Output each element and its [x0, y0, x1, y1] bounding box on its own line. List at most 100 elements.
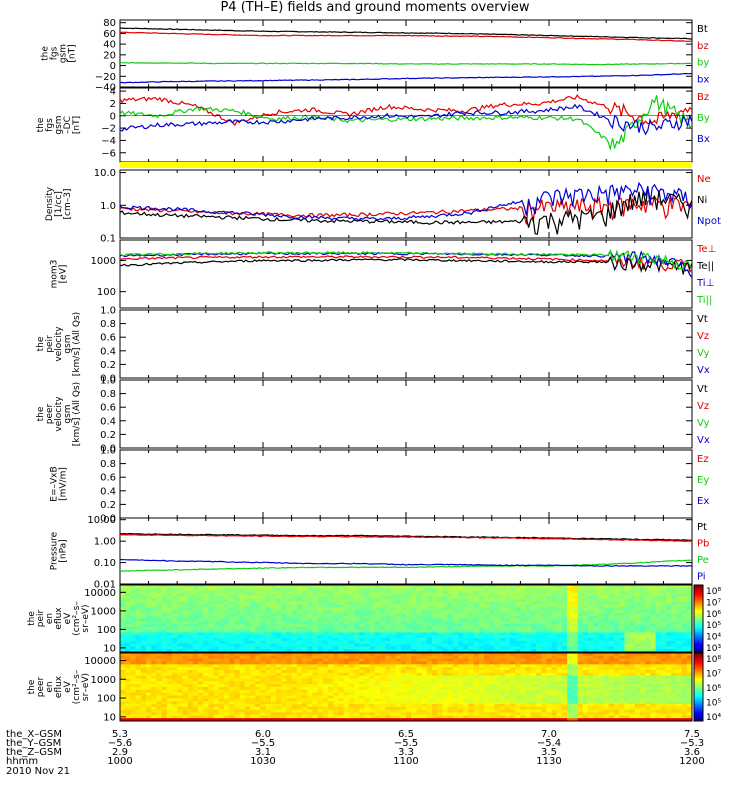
peer_eflux-cell: [328, 718, 334, 722]
peer_eflux-cell: [234, 675, 240, 679]
peir_eflux-cell: [629, 624, 636, 628]
peer_eflux-cell: [151, 701, 157, 705]
peer_eflux-cell: [416, 684, 422, 688]
fgs_dc-legend-By: By: [697, 113, 710, 124]
peir_eflux-cell: [203, 601, 209, 605]
peir_eflux-cell: [218, 635, 225, 639]
peir_eflux-cell: [390, 629, 396, 633]
peir_eflux-cell: [140, 615, 147, 619]
efield-ytick-label: 0.4: [100, 486, 116, 497]
peir_eflux-cell: [343, 635, 350, 639]
peir_eflux-cell: [146, 624, 152, 628]
peir_eflux-cell: [130, 612, 136, 617]
peer_eflux-cell: [489, 698, 495, 702]
peer_eflux-cell: [328, 689, 334, 694]
peir_eflux-cell: [354, 598, 360, 603]
peir_eflux-cell: [135, 590, 142, 594]
peer_eflux-cell: [270, 701, 277, 705]
peir_eflux-cell: [296, 615, 303, 619]
peir_eflux-cell: [603, 596, 610, 600]
peir_eflux-cell: [120, 638, 126, 642]
peer_eflux-cell: [130, 681, 136, 685]
peir_eflux-cell: [572, 643, 578, 647]
peer_eflux-cell: [390, 678, 396, 682]
vel_peir-frame: [119, 309, 693, 379]
peir_eflux-cell: [634, 590, 641, 594]
peir_eflux-cell: [556, 615, 563, 619]
peir_eflux-cell: [369, 604, 376, 608]
peir_eflux-cell: [660, 615, 667, 619]
peir_eflux-cell: [426, 635, 433, 639]
peer_eflux-cell: [276, 684, 282, 688]
peir_eflux-cell: [452, 629, 459, 633]
peer_eflux-cell: [473, 658, 480, 662]
peir_eflux-cell: [515, 587, 521, 591]
peir_eflux-cell: [499, 621, 506, 625]
peir_eflux-cell: [140, 621, 147, 625]
peir_eflux-cell: [489, 649, 495, 653]
peir_eflux-cell: [317, 624, 324, 628]
peir_eflux-cell: [281, 590, 287, 594]
peir_eflux-cell: [608, 596, 615, 600]
peer_eflux-cell: [385, 667, 391, 671]
peir_eflux-ylabel-line: (cm²–s–: [72, 601, 82, 636]
peer_eflux-cell: [244, 698, 251, 702]
peir_eflux-cell: [244, 626, 251, 631]
peir_eflux-cell: [286, 612, 292, 617]
peir_eflux-cell: [276, 626, 282, 631]
peir_eflux-cell: [385, 640, 391, 645]
peir_eflux-cell: [484, 604, 490, 608]
peer_eflux-cell: [484, 712, 490, 716]
peer_eflux-cell: [265, 692, 272, 696]
peir_eflux-cell: [686, 596, 693, 600]
peir_eflux-cell: [182, 646, 188, 650]
peir_eflux-cell: [489, 618, 495, 622]
peir_eflux-cell: [364, 626, 370, 631]
peir_eflux-cell: [536, 632, 542, 636]
peir_eflux-cell: [660, 610, 667, 614]
peir_eflux-cell: [192, 621, 199, 625]
peir_eflux-cell: [572, 585, 578, 589]
peer_eflux-cell: [478, 658, 485, 662]
peir_eflux-cell: [265, 646, 272, 650]
fgs-ytick-label: −40: [95, 83, 116, 94]
peir_eflux-cell: [426, 638, 433, 642]
peer_eflux-cell: [437, 718, 443, 722]
peir_eflux-cell: [291, 624, 298, 628]
peir_eflux-cell: [229, 635, 235, 639]
peir_eflux-cell: [390, 626, 396, 631]
peir_eflux-cell: [458, 601, 464, 605]
peir_eflux-cell: [187, 590, 194, 594]
peir_eflux-cell: [296, 610, 303, 614]
peir_eflux-cell: [348, 621, 355, 625]
peer_eflux-cell: [281, 684, 287, 688]
peir_eflux-cell: [338, 585, 344, 589]
peir_eflux-cell: [229, 601, 235, 605]
peir_eflux-cell: [135, 624, 142, 628]
peir_eflux-cell: [364, 585, 370, 589]
peir_eflux-cell: [244, 624, 251, 628]
peir_eflux-cell: [686, 646, 693, 650]
peer_eflux-cell: [208, 715, 214, 719]
peir_eflux-cell: [328, 618, 334, 622]
peer_eflux-cell: [328, 667, 334, 671]
peir_eflux-cell: [624, 598, 630, 603]
peer_eflux-cell: [421, 695, 428, 699]
peer_eflux-cell: [390, 718, 396, 722]
peer_eflux-cell: [437, 661, 443, 665]
peir_eflux-cell: [624, 618, 630, 622]
peir_eflux-cell: [213, 618, 220, 622]
peir_eflux-cell: [666, 618, 672, 622]
peir_eflux-cell: [213, 640, 220, 645]
peir_eflux-cell: [686, 632, 693, 636]
peir_eflux-ylabel-line: peir: [36, 609, 46, 627]
fgs-ylabel-line: [nT]: [68, 44, 78, 62]
peer_eflux-cell: [213, 670, 220, 674]
peir_eflux-cell: [395, 649, 402, 653]
peer_eflux-cell: [385, 692, 391, 696]
peir_eflux-cell: [510, 621, 516, 625]
peer_eflux-cell: [161, 695, 168, 699]
peer_eflux-cell: [224, 684, 230, 688]
peer_eflux-cell: [260, 689, 266, 694]
efield-frame: [119, 449, 693, 519]
